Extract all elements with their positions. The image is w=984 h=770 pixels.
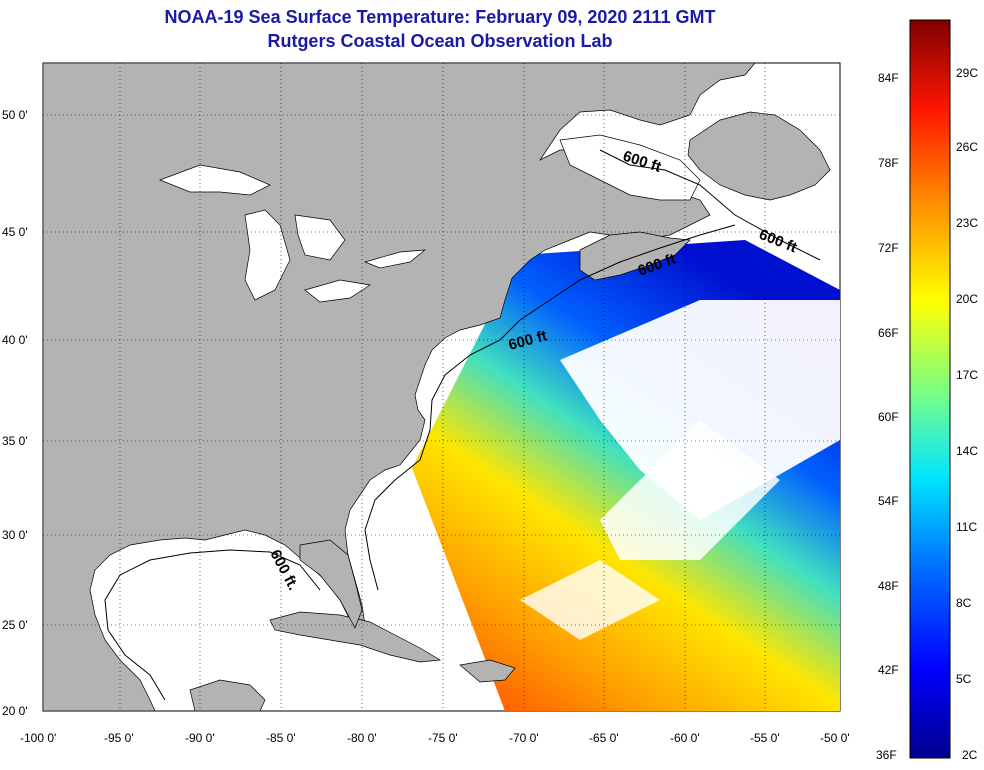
gulf-st-lawrence [559, 134, 701, 201]
latitude-axis: 50 0' 45 0' 40 0' 35 0' 30 0' 25 0' 20 0… [2, 108, 28, 718]
colorbar-c-label: 2C [962, 748, 978, 762]
colorbar-f-label: 36F [876, 748, 897, 762]
lon-label: -75 0' [428, 731, 458, 745]
lat-label: 40 0' [2, 333, 28, 347]
colorbar-c-label: 26C [956, 140, 979, 154]
lon-label: -100 0' [20, 731, 56, 745]
colorbar-f-label: 78F [878, 156, 899, 170]
colorbar-f-label: 84F [878, 71, 899, 85]
isobath-600ft-gulf [104, 549, 321, 701]
lat-label: 50 0' [2, 108, 28, 122]
colorbar-c-label: 5C [956, 672, 972, 686]
colorbar-f-label: 66F [878, 326, 899, 340]
isobath-600ft [364, 224, 736, 591]
map-title: NOAA-19 Sea Surface Temperature: Februar… [164, 7, 716, 27]
land-florida [299, 539, 363, 629]
colorbar-f-label: 72F [878, 241, 899, 255]
colorbar [909, 19, 951, 759]
lat-label: 30 0' [2, 528, 28, 542]
lon-label: -50 0' [820, 731, 850, 745]
lon-label: -90 0' [185, 731, 215, 745]
lon-label: -70 0' [509, 731, 539, 745]
colorbar-c-label: 11C [956, 520, 978, 534]
colorbar-c-label: 20C [956, 292, 979, 306]
lat-label: 45 0' [2, 225, 28, 239]
cloud-mask [560, 300, 840, 520]
cloud-mask [600, 420, 780, 560]
lat-label: 25 0' [2, 618, 28, 632]
lon-label: -85 0' [266, 731, 296, 745]
lat-label: 35 0' [2, 434, 28, 448]
land-yucatan [189, 679, 266, 711]
isobath-600ft-north [599, 149, 821, 261]
colorbar-c-label: 17C [956, 368, 979, 382]
graticule [43, 63, 840, 711]
lon-label: -95 0' [104, 731, 134, 745]
map-subtitle: Rutgers Coastal Ocean Observation Lab [267, 31, 613, 51]
great-lakes [159, 164, 427, 303]
colorbar-c-label: 29C [956, 66, 979, 80]
lon-label: -60 0' [670, 731, 700, 745]
lon-label: -65 0' [589, 731, 619, 745]
colorbar-c-label: 8C [956, 596, 972, 610]
land-cuba [269, 611, 442, 663]
cloud-mask [520, 560, 660, 640]
colorbar-f-label: 48F [878, 579, 899, 593]
colorbar-f-label: 60F [878, 410, 899, 424]
land-newfoundland [687, 111, 831, 201]
colorbar-c-label: 23C [956, 216, 979, 230]
lat-label: 20 0' [2, 704, 28, 718]
colorbar-f-label: 42F [878, 663, 899, 677]
land-hispaniola [459, 659, 516, 683]
colorbar-f-label: 54F [878, 494, 899, 508]
lon-label: -55 0' [750, 731, 780, 745]
colorbar-c-label: 14C [956, 444, 979, 458]
lon-label: -80 0' [347, 731, 377, 745]
longitude-axis: -100 0' -95 0' -90 0' -85 0' -80 0' -75 … [20, 731, 850, 745]
